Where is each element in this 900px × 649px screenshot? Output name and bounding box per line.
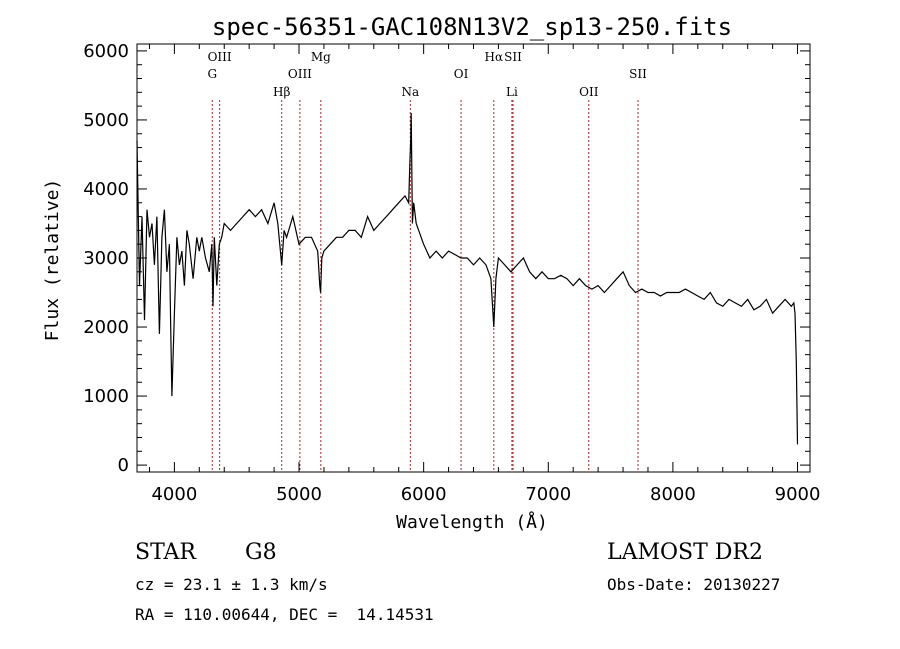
x-tick-label: 6000: [401, 484, 447, 505]
object-class: STAR: [135, 540, 196, 565]
y-tick-label: 3000: [83, 248, 129, 269]
x-tick-label: 9000: [775, 484, 821, 505]
spectral-line-label: OIII: [288, 67, 312, 81]
spectral-line-label: Li: [506, 85, 518, 99]
plot-frame: [136, 43, 811, 473]
spectral-line-label: OII: [579, 85, 599, 99]
spectral-line-label: G: [207, 67, 217, 81]
redshift-cz: cz = 23.1 ± 1.3 km/s: [135, 575, 328, 594]
spectral-line-label: Na: [401, 85, 419, 99]
axis-ticks: 4000 5000 6000 7000 8000 9000 0 1000 2000 3000 400…: [83, 41, 820, 505]
spectral-line-label: SII: [504, 50, 522, 64]
object-subclass: G8: [245, 540, 277, 565]
observation-date: Obs-Date: 20130227: [607, 575, 781, 594]
y-tick-label: 5000: [83, 110, 129, 131]
flux-series: [136, 112, 799, 445]
x-axis-label: Wavelength (Å): [396, 511, 548, 533]
spectral-line-label: OI: [454, 67, 469, 81]
chart-title: spec-56351-GAC108N13V2_sp13-250.fits: [212, 13, 732, 41]
y-tick-label: 1000: [83, 386, 129, 407]
y-tick-label: 2000: [83, 317, 129, 338]
spectral-line-label: OIII: [208, 50, 232, 64]
x-tick-label: 5000: [276, 484, 322, 505]
spectral-line-label: Hβ: [273, 85, 290, 99]
y-tick-label: 4000: [83, 179, 129, 200]
x-tick-label: 4000: [151, 484, 197, 505]
spectral-line-label: SII: [629, 67, 647, 81]
spectral-line-label: Mg: [311, 50, 331, 64]
y-axis-label: Flux (relative): [42, 179, 63, 342]
y-tick-label: 0: [118, 455, 129, 476]
x-tick-label: 8000: [650, 484, 696, 505]
x-tick-label: 7000: [525, 484, 571, 505]
ra-dec-coordinates: RA = 110.00644, DEC = 14.14531: [135, 605, 434, 624]
spectral-line-label: Hα: [485, 50, 504, 64]
y-tick-label: 6000: [83, 41, 129, 62]
survey-name: LAMOST DR2: [607, 540, 763, 565]
